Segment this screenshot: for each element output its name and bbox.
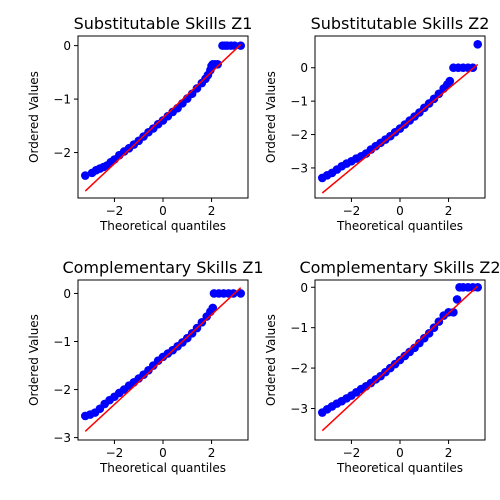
y-tick-label: −2 (53, 383, 71, 397)
panel-3: −2 0 2 0 −1 −2 −3 Complementary Skills Z1 Theore… (27, 258, 264, 475)
panel-title: Substitutable Skills Z1 (74, 14, 253, 33)
y-tick-label: −1 (53, 93, 71, 107)
y-tick-label: −3 (53, 431, 71, 445)
y-tick-label: −1 (53, 335, 71, 349)
data-point (213, 60, 222, 69)
y-axis-label: Ordered Values (27, 314, 41, 406)
data-points (80, 289, 246, 421)
data-points (317, 40, 483, 183)
panel-title: Substitutable Skills Z2 (311, 14, 490, 33)
y-axis-label: Ordered Values (264, 314, 278, 406)
data-point (80, 171, 90, 180)
data-point (473, 282, 483, 292)
x-axis-label: Theoretical quantiles (99, 219, 226, 233)
x-axis-label: Theoretical quantiles (336, 219, 463, 233)
y-tick-label: −3 (290, 402, 308, 416)
y-tick-label: −2 (290, 362, 308, 376)
y-tick-label: 0 (63, 39, 71, 53)
x-tick-label: 0 (396, 446, 404, 460)
x-tick-label: 0 (159, 204, 167, 218)
x-tick-label: −2 (343, 446, 361, 460)
fit-line (321, 63, 479, 194)
axes-frame (314, 35, 486, 199)
data-point (208, 303, 218, 313)
x-tick-label: 2 (445, 446, 453, 460)
y-tick-label: −2 (290, 128, 308, 142)
y-tick-label: 0 (300, 281, 308, 295)
x-axis-label: Theoretical quantiles (336, 461, 463, 475)
x-tick-label: 2 (445, 204, 453, 218)
fit-line (84, 44, 242, 192)
y-tick-label: −2 (53, 146, 71, 160)
data-point (473, 40, 483, 49)
data-point (452, 295, 462, 304)
fit-line (84, 287, 242, 432)
y-tick-label: 0 (300, 61, 308, 75)
x-tick-label: 0 (396, 204, 404, 218)
data-points (80, 41, 246, 180)
panel-title: Complementary Skills Z1 (62, 258, 263, 277)
x-tick-label: −2 (343, 204, 361, 218)
panel-title: Complementary Skills Z2 (299, 258, 500, 277)
y-tick-label: 0 (63, 287, 71, 301)
x-tick-label: 2 (208, 446, 216, 460)
fit-line (321, 285, 479, 432)
x-tick-label: −2 (106, 204, 124, 218)
data-point (236, 41, 246, 50)
x-tick-label: 0 (159, 446, 167, 460)
panel-4: −2 0 2 0 −1 −2 −3 Complementary Skills Z2 Theore… (264, 258, 500, 475)
data-point (197, 317, 207, 327)
data-point (445, 76, 455, 86)
x-axis-label: Theoretical quantiles (99, 461, 226, 475)
y-tick-label: −1 (290, 95, 308, 109)
y-axis-label: Ordered Values (27, 71, 41, 163)
panel-1: −2 0 2 0 −1 −2 Substitutable Skills Z1 Theoreti… (27, 14, 252, 233)
y-axis-label: Ordered Values (264, 71, 278, 163)
data-point (424, 329, 434, 338)
data-point (236, 289, 246, 298)
y-tick-label: −1 (290, 321, 308, 335)
y-tick-label: −3 (290, 161, 308, 175)
panel-2: −2 0 2 0 −1 −2 −3 Substitutable Skills Z2 Theore… (264, 14, 489, 233)
data-points (317, 282, 483, 417)
x-tick-label: −2 (106, 446, 124, 460)
x-tick-label: 2 (208, 204, 216, 218)
